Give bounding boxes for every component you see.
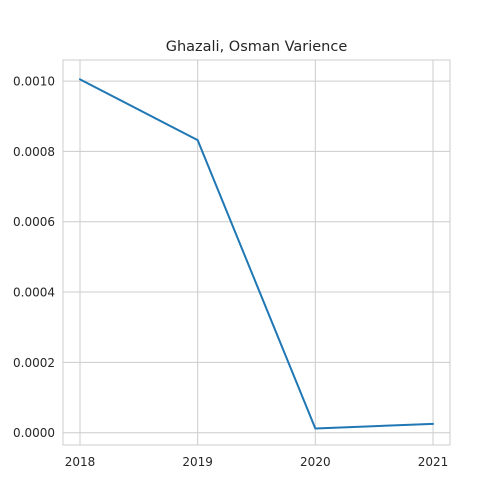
grid-layer (63, 60, 450, 445)
x-tick-label: 2021 (418, 455, 449, 469)
y-tick-label: 0.0000 (13, 426, 55, 440)
label-layer: 2018 2019 2020 2021 0.0000 0.0002 0.0004 0.0006… (13, 75, 448, 469)
y-tick-label: 0.0006 (13, 215, 55, 229)
x-tick-label: 2018 (65, 455, 96, 469)
y-tick-label: 0.0004 (13, 286, 55, 300)
plot-frame (63, 60, 450, 445)
y-tick-label: 0.0008 (13, 145, 55, 159)
y-tick-label: 0.0002 (13, 356, 55, 370)
x-tick-label: 2020 (300, 455, 331, 469)
y-tick-label: 0.0010 (13, 75, 55, 89)
chart-title: Ghazali, Osman Varience (166, 39, 348, 55)
series-line (80, 79, 433, 428)
x-tick-label: 2019 (182, 455, 213, 469)
series-layer (80, 79, 433, 428)
